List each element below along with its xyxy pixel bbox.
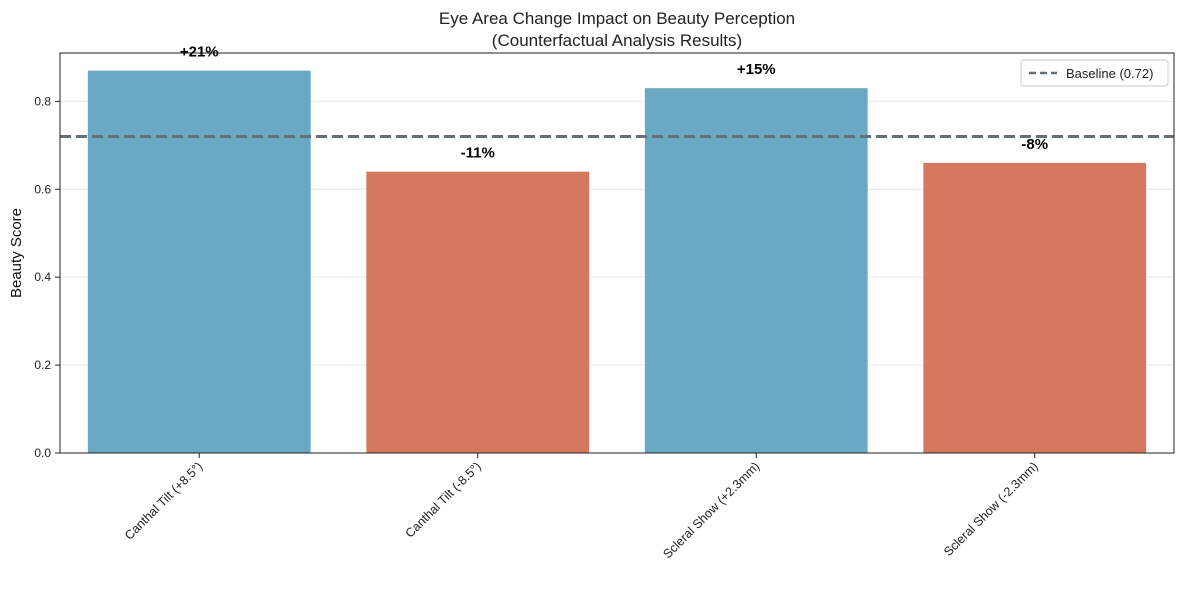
bar xyxy=(366,171,590,453)
plot-frame xyxy=(59,52,1175,454)
x-tick-label: Canthal Tilt (-8.5°) xyxy=(403,459,484,540)
legend-box xyxy=(1020,59,1169,87)
y-tick-label: 0.8 xyxy=(34,94,51,108)
chart-title: Eye Area Change Impact on Beauty Percept… xyxy=(439,9,795,28)
x-tick-label: Canthal Tilt (+8.5°) xyxy=(122,459,205,542)
bar xyxy=(923,162,1147,453)
y-tick-label: 0.6 xyxy=(34,182,51,196)
legend: Baseline (0.72) xyxy=(1020,59,1169,87)
bar-data-label: -11% xyxy=(461,145,495,162)
bar xyxy=(644,88,868,454)
chart-subtitle: (Counterfactual Analysis Results) xyxy=(492,31,742,50)
y-tick-label: 0.0 xyxy=(34,446,51,460)
data-labels: +21% -11% +15% -8% xyxy=(180,44,1048,162)
bars xyxy=(87,70,1147,454)
legend-baseline-label: Baseline (0.72) xyxy=(1066,66,1153,81)
bar-data-label: -8% xyxy=(1021,136,1048,153)
y-tick-label: 0.2 xyxy=(34,358,51,372)
x-tick-label: Scleral Show (+2.3mm) xyxy=(660,459,762,561)
y-tick-label: 0.4 xyxy=(34,270,51,284)
bar-data-label: +21% xyxy=(180,44,219,61)
x-tick-label: Scleral Show (-2.3mm) xyxy=(941,459,1041,559)
y-axis-label: Beauty Score xyxy=(8,208,25,298)
bar-data-label: +15% xyxy=(737,61,776,78)
bar xyxy=(87,70,311,453)
